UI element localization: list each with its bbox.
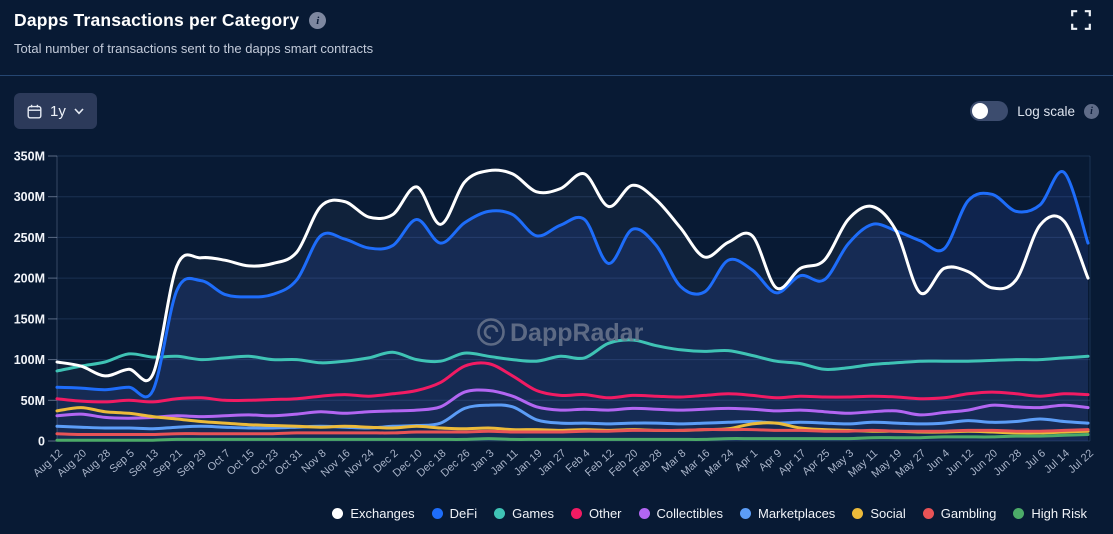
fullscreen-button[interactable]: [1071, 10, 1091, 30]
chart-area: 0 50M 100M 150M 200M 250M 300M 350M Aug 12 Aug 20…: [0, 145, 1113, 500]
y-axis-label: 50M: [21, 394, 45, 408]
legend-label: Social: [870, 505, 906, 521]
legend-dot-icon: [494, 507, 506, 519]
y-axis-label: 200M: [14, 272, 45, 286]
legend-label: Collectibles: [656, 505, 723, 521]
legend-item-games[interactable]: Games: [494, 506, 554, 521]
x-axis-label: Jun 28: [992, 447, 1025, 478]
y-axis-label: 0: [38, 435, 45, 449]
dappradar-logo-icon: [477, 318, 505, 346]
page-title: Dapps Transactions per Category: [14, 10, 300, 30]
log-scale-label: Log scale: [1017, 103, 1075, 119]
legend-label: Exchanges: [350, 505, 415, 521]
log-scale-info-icon[interactable]: [1084, 103, 1099, 119]
x-axis-label: Apr 25: [800, 447, 832, 478]
time-range-value: 1y: [50, 102, 66, 120]
title-info-icon[interactable]: [309, 12, 327, 29]
fullscreen-icon: [1071, 10, 1091, 30]
header-divider: [0, 75, 1113, 76]
legend-dot-icon: [852, 507, 864, 519]
legend-item-gambling[interactable]: Gambling: [922, 505, 997, 521]
toggle-knob: [972, 103, 989, 119]
calendar-icon: [27, 104, 42, 118]
legend-item-defi[interactable]: DeFi: [431, 505, 478, 521]
series-line-marketplaces: [55, 403, 1090, 431]
legend-dot-icon: [740, 507, 751, 519]
series-line-high-risk: [55, 433, 1090, 442]
time-range-selector[interactable]: 1y: [14, 93, 97, 129]
legend-label: High Risk: [1031, 505, 1087, 521]
legend-dot-icon: [638, 507, 650, 519]
y-axis-label: 100M: [14, 353, 45, 367]
chart-controls: 1y Log scale: [14, 93, 1099, 129]
legend-item-collectibles[interactable]: Collectibles: [638, 505, 723, 521]
y-axis-label: 150M: [14, 312, 45, 326]
legend-dot-icon: [1013, 507, 1025, 519]
watermark-text: DappRadar: [510, 319, 644, 347]
legend-label: DeFi: [449, 505, 478, 521]
legend-dot-icon: [922, 507, 934, 519]
legend-label: Gambling: [940, 505, 997, 521]
legend-label: Games: [512, 505, 554, 521]
y-axis-label: 350M: [14, 150, 45, 164]
legend-dot-icon: [571, 507, 582, 519]
series-line-defi: [55, 170, 1090, 399]
watermark: DappRadar: [477, 318, 644, 347]
legend-item-marketplaces[interactable]: Marketplaces: [740, 506, 835, 521]
series-line-games: [55, 338, 1090, 373]
series-line-other: [55, 361, 1090, 404]
x-axis-label: Oct 31: [273, 447, 305, 478]
chart-subtitle: Total number of transactions sent to the…: [14, 41, 374, 56]
legend-dot-icon: [431, 507, 443, 519]
y-axis-label: 300M: [14, 190, 45, 204]
x-axis-label: Jan 27: [536, 447, 569, 478]
x-axis-label: Jul 22: [1066, 447, 1096, 476]
series-line-collectibles: [55, 388, 1090, 420]
chart-legend: Exchanges DeFi Games Other Collectibles Marke…: [0, 502, 1087, 524]
chevron-down-icon: [74, 107, 84, 114]
log-scale-toggle[interactable]: [970, 101, 1009, 121]
x-axis-label: Jul 14: [1042, 447, 1072, 476]
legend-item-exchanges[interactable]: Exchanges: [332, 505, 415, 521]
y-axis-label: 250M: [14, 231, 45, 245]
legend-item-high-risk[interactable]: High Risk: [1013, 506, 1087, 521]
legend-item-other[interactable]: Other: [571, 506, 622, 521]
chart-header: Dapps Transactions per Category Total nu…: [14, 10, 1099, 56]
series-line-gambling: [55, 428, 1090, 437]
log-scale-control: Log scale: [970, 101, 1099, 121]
series-fill-defi: [57, 171, 1088, 441]
legend-dot-icon: [332, 507, 344, 519]
series-line-exchanges: [55, 168, 1090, 383]
x-axis-label: Apr 1: [733, 447, 761, 474]
legend-label: Other: [589, 505, 622, 521]
legend-label: Marketplaces: [758, 505, 836, 521]
legend-item-social[interactable]: Social: [852, 505, 906, 521]
